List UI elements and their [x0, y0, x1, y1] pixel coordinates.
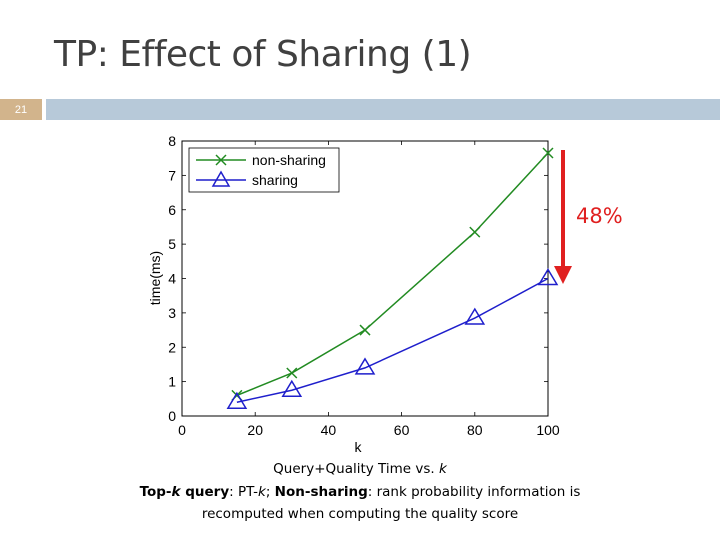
- caption-line-1: Query+Quality Time vs. k: [110, 461, 610, 477]
- y-tick-label: 8: [168, 133, 176, 149]
- caption-k-1: k: [171, 484, 181, 500]
- reduction-arrow: [554, 150, 572, 284]
- slide-number: 21: [0, 99, 42, 120]
- caption-top: Top-: [139, 484, 172, 500]
- arrow-head: [554, 266, 572, 284]
- series-line-sharing: [236, 277, 549, 403]
- caption-line-1-text: Query+Quality Time vs.: [273, 461, 439, 477]
- point-sharing: [354, 357, 376, 375]
- caption-k-2: k: [257, 484, 266, 500]
- point-sharing: [226, 391, 248, 409]
- x-tick-label: 100: [536, 422, 560, 438]
- caption-query: query: [180, 484, 230, 500]
- caption-line-1-k: k: [438, 461, 447, 477]
- y-tick-label: 5: [168, 236, 176, 252]
- slide-number-label: 21: [14, 103, 28, 116]
- y-tick-label: 6: [168, 202, 176, 218]
- point-non-sharing: [542, 147, 554, 159]
- legend-label-sharing: sharing: [252, 172, 298, 188]
- x-axis-label: k: [355, 439, 363, 455]
- point-sharing: [464, 307, 486, 325]
- x-tick-label: 20: [247, 422, 263, 438]
- point-sharing: [281, 379, 303, 397]
- x-tick-label: 80: [467, 422, 483, 438]
- point-non-sharing: [359, 324, 371, 336]
- legend-label-nonsharing: non-sharing: [252, 152, 326, 168]
- reduction-label: 48%: [576, 204, 623, 228]
- point-non-sharing: [469, 226, 481, 238]
- caption-line-3: recomputed when computing the quality sc…: [201, 506, 519, 522]
- series-markers: [226, 147, 559, 409]
- slide-title: TP: Effect of Sharing (1): [54, 34, 472, 75]
- caption-nonsharing: Non-sharing: [274, 484, 368, 500]
- y-tick-label: 3: [168, 305, 176, 321]
- point-non-sharing: [286, 367, 298, 379]
- legend: non-sharing sharing: [188, 147, 340, 193]
- y-tick-label: 2: [168, 339, 176, 355]
- x-tick-label: 0: [178, 422, 186, 438]
- y-tick-label: 1: [168, 374, 176, 390]
- x-tick-label: 40: [321, 422, 337, 438]
- y-axis-label: time(ms): [147, 251, 163, 305]
- header-band: [46, 99, 720, 120]
- legend-marker-nonsharing: [215, 154, 227, 166]
- axis-ticks: 0 20 40 60 80 100 0 1 2 3 4 5 6 7 8: [168, 133, 560, 438]
- point-sharing: [537, 268, 559, 286]
- y-tick-label: 0: [168, 408, 176, 424]
- caption-mid: : PT-: [229, 484, 258, 500]
- legend-marker-sharing: [211, 170, 231, 187]
- y-tick-label: 7: [168, 167, 176, 183]
- caption-line-2: Top-k query: PT-k; Non-sharing: rank pro…: [110, 484, 610, 500]
- caption-rest: : rank probability information is: [367, 484, 581, 500]
- caption-semi: ;: [265, 484, 275, 500]
- y-tick-label: 4: [168, 271, 176, 287]
- x-tick-label: 60: [394, 422, 410, 438]
